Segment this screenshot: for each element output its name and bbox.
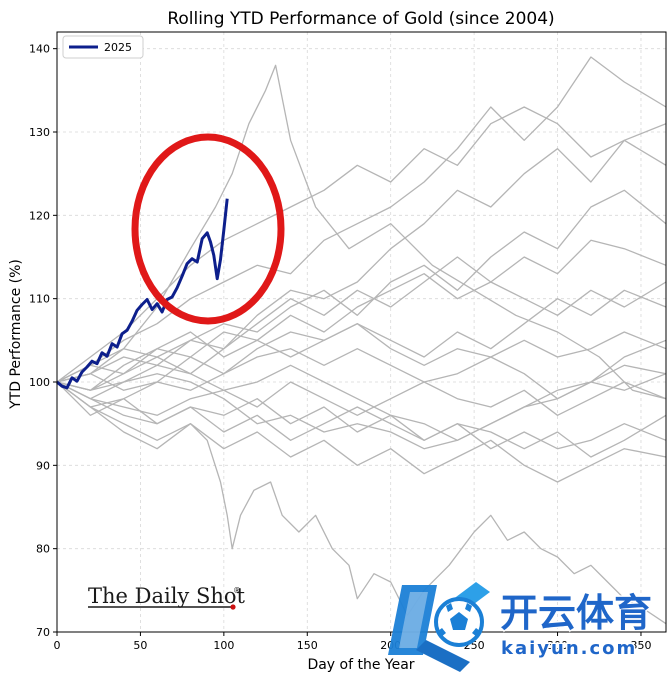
highlight-annotation-ellipse [131,133,285,325]
soccer-ball-icon [434,597,484,647]
y-tick-label-2: 90 [36,459,50,472]
x-tick-label-7: 350 [630,639,651,652]
axis-ticks: 0501001502002503003507080901001101201301… [29,43,651,652]
background-series-line-2 [56,56,667,383]
y-tick-label-4: 110 [29,293,50,306]
x-tick-label-1: 50 [133,639,147,652]
daily-shot-registered-mark: ® [233,586,241,595]
background-series-line-1 [56,106,667,383]
y-tick-label-3: 100 [29,376,50,389]
y-tick-label-7: 140 [29,43,50,56]
daily-shot-red-dot [230,604,236,610]
background-series-group [56,56,667,625]
chart-title: Rolling YTD Performance of Gold (since 2… [167,9,554,29]
x-tick-label-2: 100 [213,639,234,652]
background-series-line-9 [56,348,667,408]
background-series-line-12 [56,381,667,483]
x-axis-label: Day of the Year [307,657,414,673]
highlight-series-group [56,198,229,390]
kaiyun-watermark: 开云体育 kaiyun.com [388,582,654,672]
y-tick-label-5: 120 [29,209,50,222]
background-series-line-0 [56,64,667,400]
y-tick-label-0: 70 [36,626,50,639]
y-tick-label-1: 80 [36,543,50,556]
x-tick-label-6: 300 [547,639,568,652]
series-line-2025 [56,198,229,390]
legend-box [62,35,144,59]
background-series-line-10 [56,381,667,416]
background-series-line-13 [56,381,667,458]
background-series-line-6 [56,256,667,400]
y-axis-label: YTD Performance (%) [8,259,24,410]
background-series-line-14 [56,339,667,441]
daily-shot-logo: The Daily Shot ® [88,584,246,610]
x-tick-label-0: 0 [54,639,61,652]
kaiyun-domain-text: kaiyun.com [501,638,637,659]
daily-shot-logo-text: The Daily Shot [88,584,246,608]
background-series-line-16 [56,381,667,625]
y-tick-label-6: 130 [29,126,50,139]
background-series-line-8 [56,323,667,391]
legend: 2025 [62,35,144,59]
kaiyun-chinese-text: 开云体育 [500,591,652,635]
plot-frame [56,31,667,633]
legend-label-2025: 2025 [104,41,132,54]
grid [56,32,666,633]
background-series-line-15 [56,373,667,450]
x-tick-label-3: 150 [297,639,318,652]
background-series-line-11 [56,381,667,450]
